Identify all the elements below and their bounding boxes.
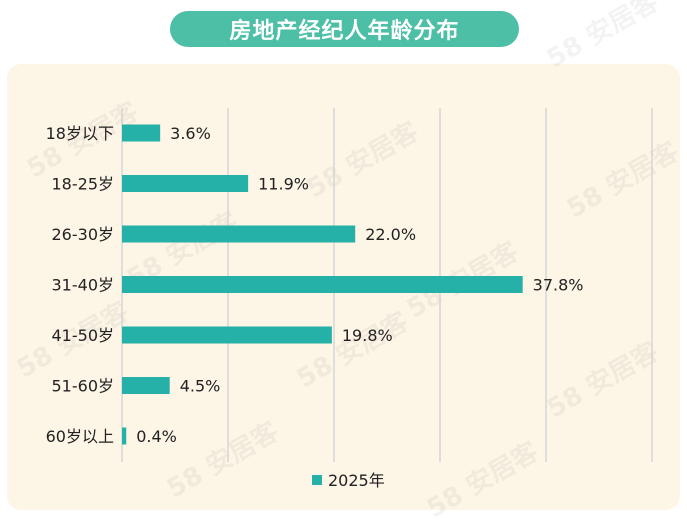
bar [122, 427, 127, 445]
category-label: 31-40岁 [52, 276, 115, 295]
data-label: 37.8% [533, 276, 584, 295]
data-label: 0.4% [136, 427, 177, 446]
bar [122, 377, 170, 394]
bar [122, 225, 356, 243]
bar [122, 124, 161, 142]
category-label: 18岁以下 [46, 124, 114, 143]
category-label: 41-50岁 [52, 326, 115, 345]
category-label: 60岁以上 [46, 427, 114, 446]
data-label: 11.9% [258, 175, 309, 194]
legend-swatch [312, 475, 322, 485]
data-label: 4.5% [180, 377, 221, 396]
data-label: 22.0% [365, 225, 416, 244]
category-label: 51-60岁 [52, 377, 115, 396]
category-label: 26-30岁 [52, 225, 115, 244]
page-title: 房地产经纪人年龄分布 [170, 11, 519, 47]
bar [122, 276, 523, 293]
data-label: 3.6% [170, 124, 211, 143]
bar [122, 175, 249, 192]
category-label: 18-25岁 [52, 175, 115, 194]
data-label: 19.8% [342, 326, 393, 345]
legend-label: 2025年 [328, 471, 385, 490]
bar [122, 326, 332, 344]
